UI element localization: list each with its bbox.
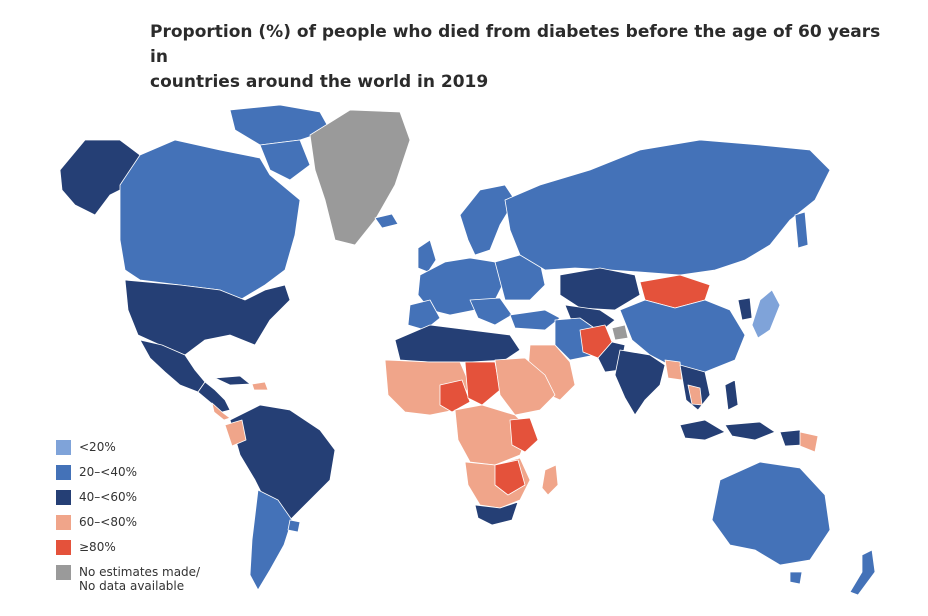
region-sudan-east	[494, 357, 556, 416]
region-central-america-south	[211, 402, 231, 421]
legend-label-text: 60–<80%	[79, 515, 137, 529]
region-balkans	[469, 297, 513, 326]
legend-label-text-2: No data available	[79, 579, 185, 593]
region-argentina	[249, 489, 293, 591]
legend-item: 40–<60%	[56, 490, 200, 515]
region-baffin	[259, 139, 311, 181]
legend-label-text: <20%	[79, 440, 116, 454]
legend-swatch	[56, 540, 71, 555]
legend-item: 20–<40%	[56, 465, 200, 490]
legend-label-text: 40–<60%	[79, 490, 137, 504]
region-hispaniola	[251, 381, 269, 391]
legend-swatch	[56, 490, 71, 505]
region-tasmania	[789, 571, 803, 585]
region-new-zealand	[849, 549, 876, 596]
legend-swatch	[56, 465, 71, 480]
region-iberia	[407, 299, 441, 331]
region-iceland	[374, 213, 399, 229]
legend-swatch	[56, 515, 71, 530]
region-kazakhstan	[559, 267, 641, 311]
region-korea	[737, 297, 753, 321]
region-madagascar	[541, 464, 559, 496]
legend-label: 20–<40%	[79, 465, 137, 479]
region-cuba	[214, 375, 251, 386]
region-east-africa-red	[509, 417, 539, 453]
map-title-line-2: countries around the world in 2019	[150, 72, 489, 92]
region-australia	[711, 461, 831, 566]
region-india	[614, 349, 666, 416]
region-nigeria	[439, 379, 471, 413]
legend-item: <20%	[56, 440, 200, 465]
region-philippines	[724, 379, 739, 411]
legend-swatch	[56, 565, 71, 580]
region-sakhalin	[794, 211, 809, 249]
legend: <20% 20–<40% 40–<60% 60–<80% ≥80% No estimate…	[56, 440, 200, 593]
region-united-states	[124, 279, 291, 356]
legend-swatch	[56, 440, 71, 455]
legend-label: ≥80%	[79, 540, 116, 554]
region-zambia-zimbabwe	[494, 459, 526, 496]
region-scandinavia	[459, 184, 516, 256]
region-south-america-north	[229, 404, 336, 521]
region-uk	[417, 239, 437, 273]
region-north-africa	[394, 324, 521, 363]
region-uruguay	[287, 519, 301, 533]
legend-label: 60–<80%	[79, 515, 137, 529]
region-turkey	[509, 309, 561, 331]
legend-label: <20%	[79, 440, 116, 454]
region-bangladesh-area	[664, 359, 683, 381]
region-colombia	[224, 419, 247, 447]
legend-label-text: ≥80%	[79, 540, 116, 554]
legend-label-text: 20–<40%	[79, 465, 137, 479]
legend-item: 60–<80%	[56, 515, 200, 540]
region-png	[799, 431, 819, 453]
legend-label-text: No estimates made/	[79, 565, 201, 579]
map-title: Proportion (%) of people who died from d…	[150, 20, 890, 95]
legend-label: 40–<60%	[79, 490, 137, 504]
region-indonesia-east	[724, 421, 776, 441]
region-thailand	[687, 384, 703, 406]
region-indonesia-west	[679, 419, 726, 441]
region-china	[619, 299, 746, 373]
map-title-line-1: Proportion (%) of people who died from d…	[150, 22, 881, 67]
region-kashmir	[611, 324, 629, 341]
region-central-africa-north	[464, 361, 501, 406]
legend-label: No estimates made/No data available	[79, 565, 200, 593]
legend-item: ≥80%	[56, 540, 200, 565]
region-papua	[779, 429, 803, 447]
region-japan	[751, 289, 781, 339]
region-canada	[119, 139, 301, 301]
region-russia	[504, 139, 831, 276]
legend-item: No estimates made/No data available	[56, 565, 200, 593]
region-greenland	[309, 109, 411, 246]
region-south-africa	[474, 501, 519, 526]
